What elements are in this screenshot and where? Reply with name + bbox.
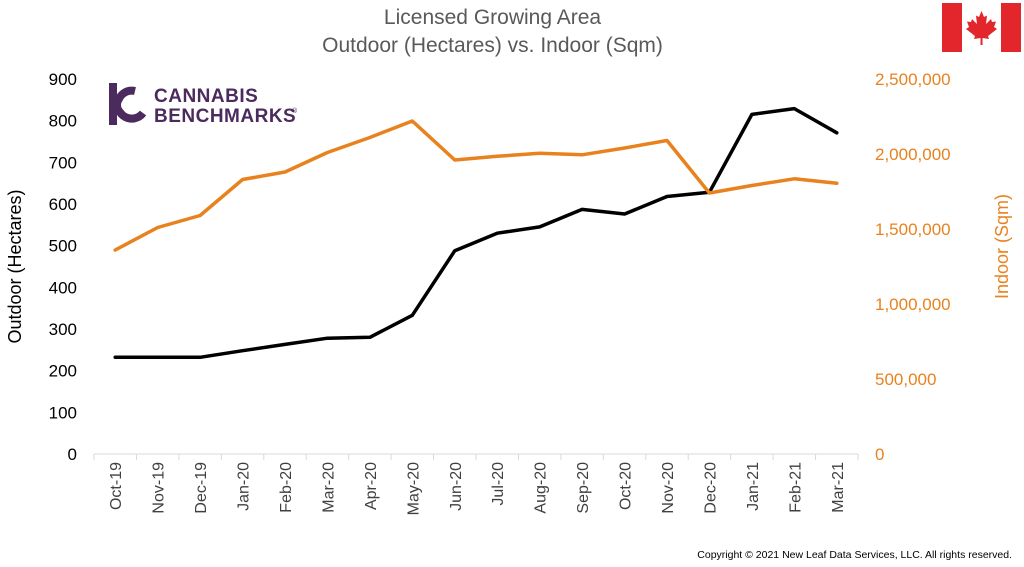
x-tick-label: Feb-20 [278, 462, 295, 513]
x-tick-label: Nov-20 [660, 462, 677, 514]
canada-flag-icon [942, 3, 1021, 52]
x-tick-label: Jan-20 [236, 462, 253, 511]
x-tick-label: Mar-20 [320, 462, 337, 513]
y-tick-label-left: 200 [49, 362, 77, 381]
logo-text-cannabis: CANNABIS [154, 86, 259, 107]
y-tick-label-left: 900 [49, 70, 77, 89]
x-tick-label: Apr-20 [363, 462, 380, 510]
x-tick-label: May-20 [405, 462, 422, 515]
series-line-outdoor [113, 106, 839, 360]
y-tick-label-left: 0 [68, 445, 77, 464]
x-tick-label: Oct-20 [618, 462, 635, 510]
chart-title-line-1: Licensed Growing Area [383, 6, 602, 29]
x-tick-label: Sep-20 [575, 462, 592, 514]
x-tick-label: Jan-21 [745, 462, 762, 511]
y-tick-label-left: 800 [49, 112, 77, 131]
series-line-indoor [113, 119, 839, 252]
y-tick-label-right: 2,500,000 [875, 70, 951, 89]
copyright-text: Copyright © 2021 New Leaf Data Services,… [697, 549, 1012, 561]
y-axis-title-left: Outdoor (Hectares) [5, 189, 25, 343]
x-tick-label: Mar-21 [830, 462, 847, 513]
y-tick-label-right: 1,000,000 [875, 295, 951, 314]
y-tick-label-left: 600 [49, 195, 77, 214]
y-tick-label-left: 100 [49, 403, 77, 422]
cannabis-benchmarks-logo-icon [109, 83, 147, 125]
y-axis-title-right: Indoor (Sqm) [992, 194, 1012, 299]
x-tick-label: Dec-19 [193, 462, 210, 514]
logo-text-benchmarks: BENCHMARKS [154, 106, 297, 127]
x-tick-label: Dec-20 [702, 462, 719, 514]
chart-title-line-2: Outdoor (Hectares) vs. Indoor (Sqm) [322, 34, 663, 57]
y-tick-label-right: 2,000,000 [875, 145, 951, 164]
x-tick-label: Feb-21 [787, 462, 804, 513]
y-tick-label-left: 400 [49, 278, 77, 297]
x-tick-label: Jul-20 [490, 462, 507, 506]
x-tick-label: Oct-19 [108, 462, 125, 510]
logo-registered-mark: ® [292, 108, 298, 115]
x-tick-label: Nov-19 [151, 462, 168, 514]
y-tick-label-left: 700 [49, 153, 77, 172]
y-tick-label-right: 500,000 [875, 370, 936, 389]
x-tick-label: Jun-20 [448, 462, 465, 511]
y-tick-label-right: 1,500,000 [875, 220, 951, 239]
x-tick-label: Aug-20 [533, 462, 550, 514]
y-tick-label-left: 500 [49, 237, 77, 256]
y-tick-label-right: 0 [875, 445, 884, 464]
y-tick-label-left: 300 [49, 320, 77, 339]
